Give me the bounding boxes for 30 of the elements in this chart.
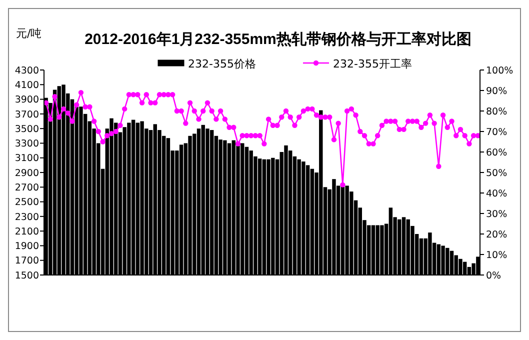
y-tick-label: 3100 (14, 153, 39, 164)
y-tick-label: 4300 (14, 65, 39, 76)
y2-tick-label: 90% (486, 86, 508, 97)
y-tick-label: 1700 (14, 256, 39, 267)
y-tick-label: 2700 (14, 182, 39, 194)
y-tick-label: 3500 (14, 124, 39, 135)
chart-title: 2012-2016年1月232-355mm热轧带钢价格与开工率对比图 (84, 30, 472, 48)
legend-label: 232-355开工率 (333, 57, 412, 70)
y-tick-label: 2100 (14, 226, 39, 238)
y2-tick-label: 40% (486, 188, 508, 200)
y2-tick-label: 100% (486, 65, 514, 76)
y2-tick-label: 0% (486, 270, 502, 282)
y2-tick-label: 10% (486, 250, 508, 261)
y2-tick-label: 70% (486, 126, 508, 138)
y-tick-label: 3700 (14, 109, 39, 120)
y2-tick-label: 60% (486, 147, 508, 158)
y-tick-label: 2300 (14, 212, 39, 223)
y-tick-label: 3300 (14, 138, 39, 150)
y-tick-label: 4100 (14, 80, 39, 91)
y-axis-title: 元/吨 (16, 27, 42, 40)
y2-tick-label: 30% (486, 208, 508, 220)
y-tick-label: 2500 (14, 197, 39, 208)
legend-label: 232-355价格 (188, 57, 256, 70)
y-tick-label: 1900 (14, 241, 39, 252)
y-tick-label: 2900 (14, 168, 39, 179)
y2-tick-label: 20% (486, 229, 508, 240)
y-tick-label: 3900 (14, 94, 39, 106)
y-tick-label: 1500 (14, 270, 39, 282)
y2-tick-label: 80% (486, 106, 508, 118)
y2-tick-label: 50% (486, 168, 508, 179)
